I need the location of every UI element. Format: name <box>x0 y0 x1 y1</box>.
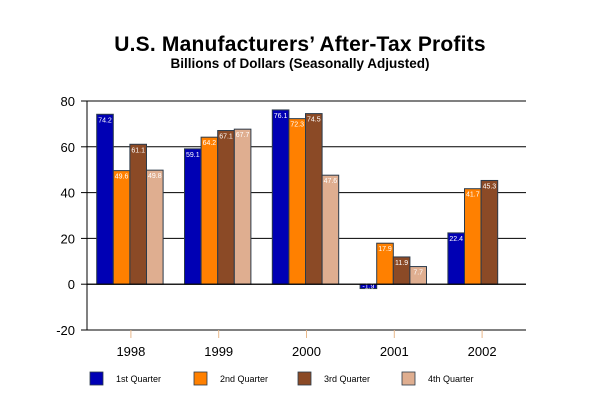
bar <box>464 188 482 285</box>
chart-subtitle: Billions of Dollars (Seasonally Adjusted… <box>170 56 430 71</box>
legend-swatch <box>193 371 208 386</box>
bar <box>184 148 202 285</box>
bar <box>96 113 114 285</box>
y-tick-label: 40 <box>61 186 75 201</box>
data-label: 17.9 <box>378 246 392 253</box>
axes <box>86 101 526 330</box>
bar <box>129 143 147 285</box>
data-label: 49.6 <box>115 174 129 181</box>
bar <box>233 128 252 285</box>
bar <box>112 170 131 285</box>
y-tick-label: 60 <box>61 140 75 155</box>
data-label: 22.4 <box>449 236 463 243</box>
legend-swatch <box>297 371 312 386</box>
x-axis-ticks: 1998 1999 2000 2001 2002 <box>116 330 497 359</box>
data-label: 41.7 <box>466 192 480 199</box>
bar <box>480 179 499 285</box>
legend-label: 3rd Quarter <box>324 374 370 384</box>
bars <box>96 109 499 290</box>
y-tick-label: 0 <box>68 277 75 292</box>
y-tick-label: -20 <box>56 323 75 338</box>
bar <box>200 136 219 285</box>
data-label: 11.9 <box>395 260 408 267</box>
x-tick-label: 1999 <box>204 344 233 359</box>
data-label: 7.7 <box>413 270 423 277</box>
x-tick-label: 2002 <box>468 344 497 359</box>
x-tick-label: 2001 <box>380 344 409 359</box>
y-axis-ticks: 80 60 40 20 0 -20 <box>56 94 87 338</box>
bar <box>321 174 340 285</box>
x-tick-label: 1998 <box>116 344 145 359</box>
data-label: 67.1 <box>219 134 233 141</box>
bar <box>305 113 323 285</box>
legend-label: 1st Quarter <box>116 374 161 384</box>
data-label: 59.1 <box>186 152 200 159</box>
data-label: 67.7 <box>236 132 250 139</box>
data-label: 74.5 <box>307 117 321 124</box>
legend-label: 4th Quarter <box>428 374 474 384</box>
chart-title: U.S. Manufacturers’ After-Tax Profits <box>114 33 486 56</box>
data-label: -1.9 <box>362 284 374 291</box>
data-label: 64.2 <box>203 140 217 147</box>
legend-swatch <box>89 371 104 386</box>
bar <box>271 109 290 285</box>
data-label: 61.1 <box>131 147 145 154</box>
data-label: 45.3 <box>483 183 497 190</box>
x-tick-label: 2000 <box>292 344 321 359</box>
y-tick-label: 20 <box>61 231 75 246</box>
data-labels: 74.2 49.6 61.1 49.8 59.164.267.1 67.7 76.172.3… <box>98 113 496 291</box>
data-label: 49.8 <box>148 173 162 180</box>
bar <box>288 118 306 285</box>
bar <box>146 169 164 285</box>
data-label: 72.3 <box>290 122 304 129</box>
legend: 1st Quarter 2nd Quarter 3rd Quarter 4th Qua… <box>89 371 474 386</box>
y-tick-label: 80 <box>61 94 75 109</box>
data-label: 76.1 <box>274 113 288 120</box>
legend-swatch <box>401 371 416 386</box>
data-label: 74.2 <box>98 117 112 124</box>
data-label: 47.6 <box>324 178 338 185</box>
bar <box>217 130 235 285</box>
legend-label: 2nd Quarter <box>220 374 268 384</box>
